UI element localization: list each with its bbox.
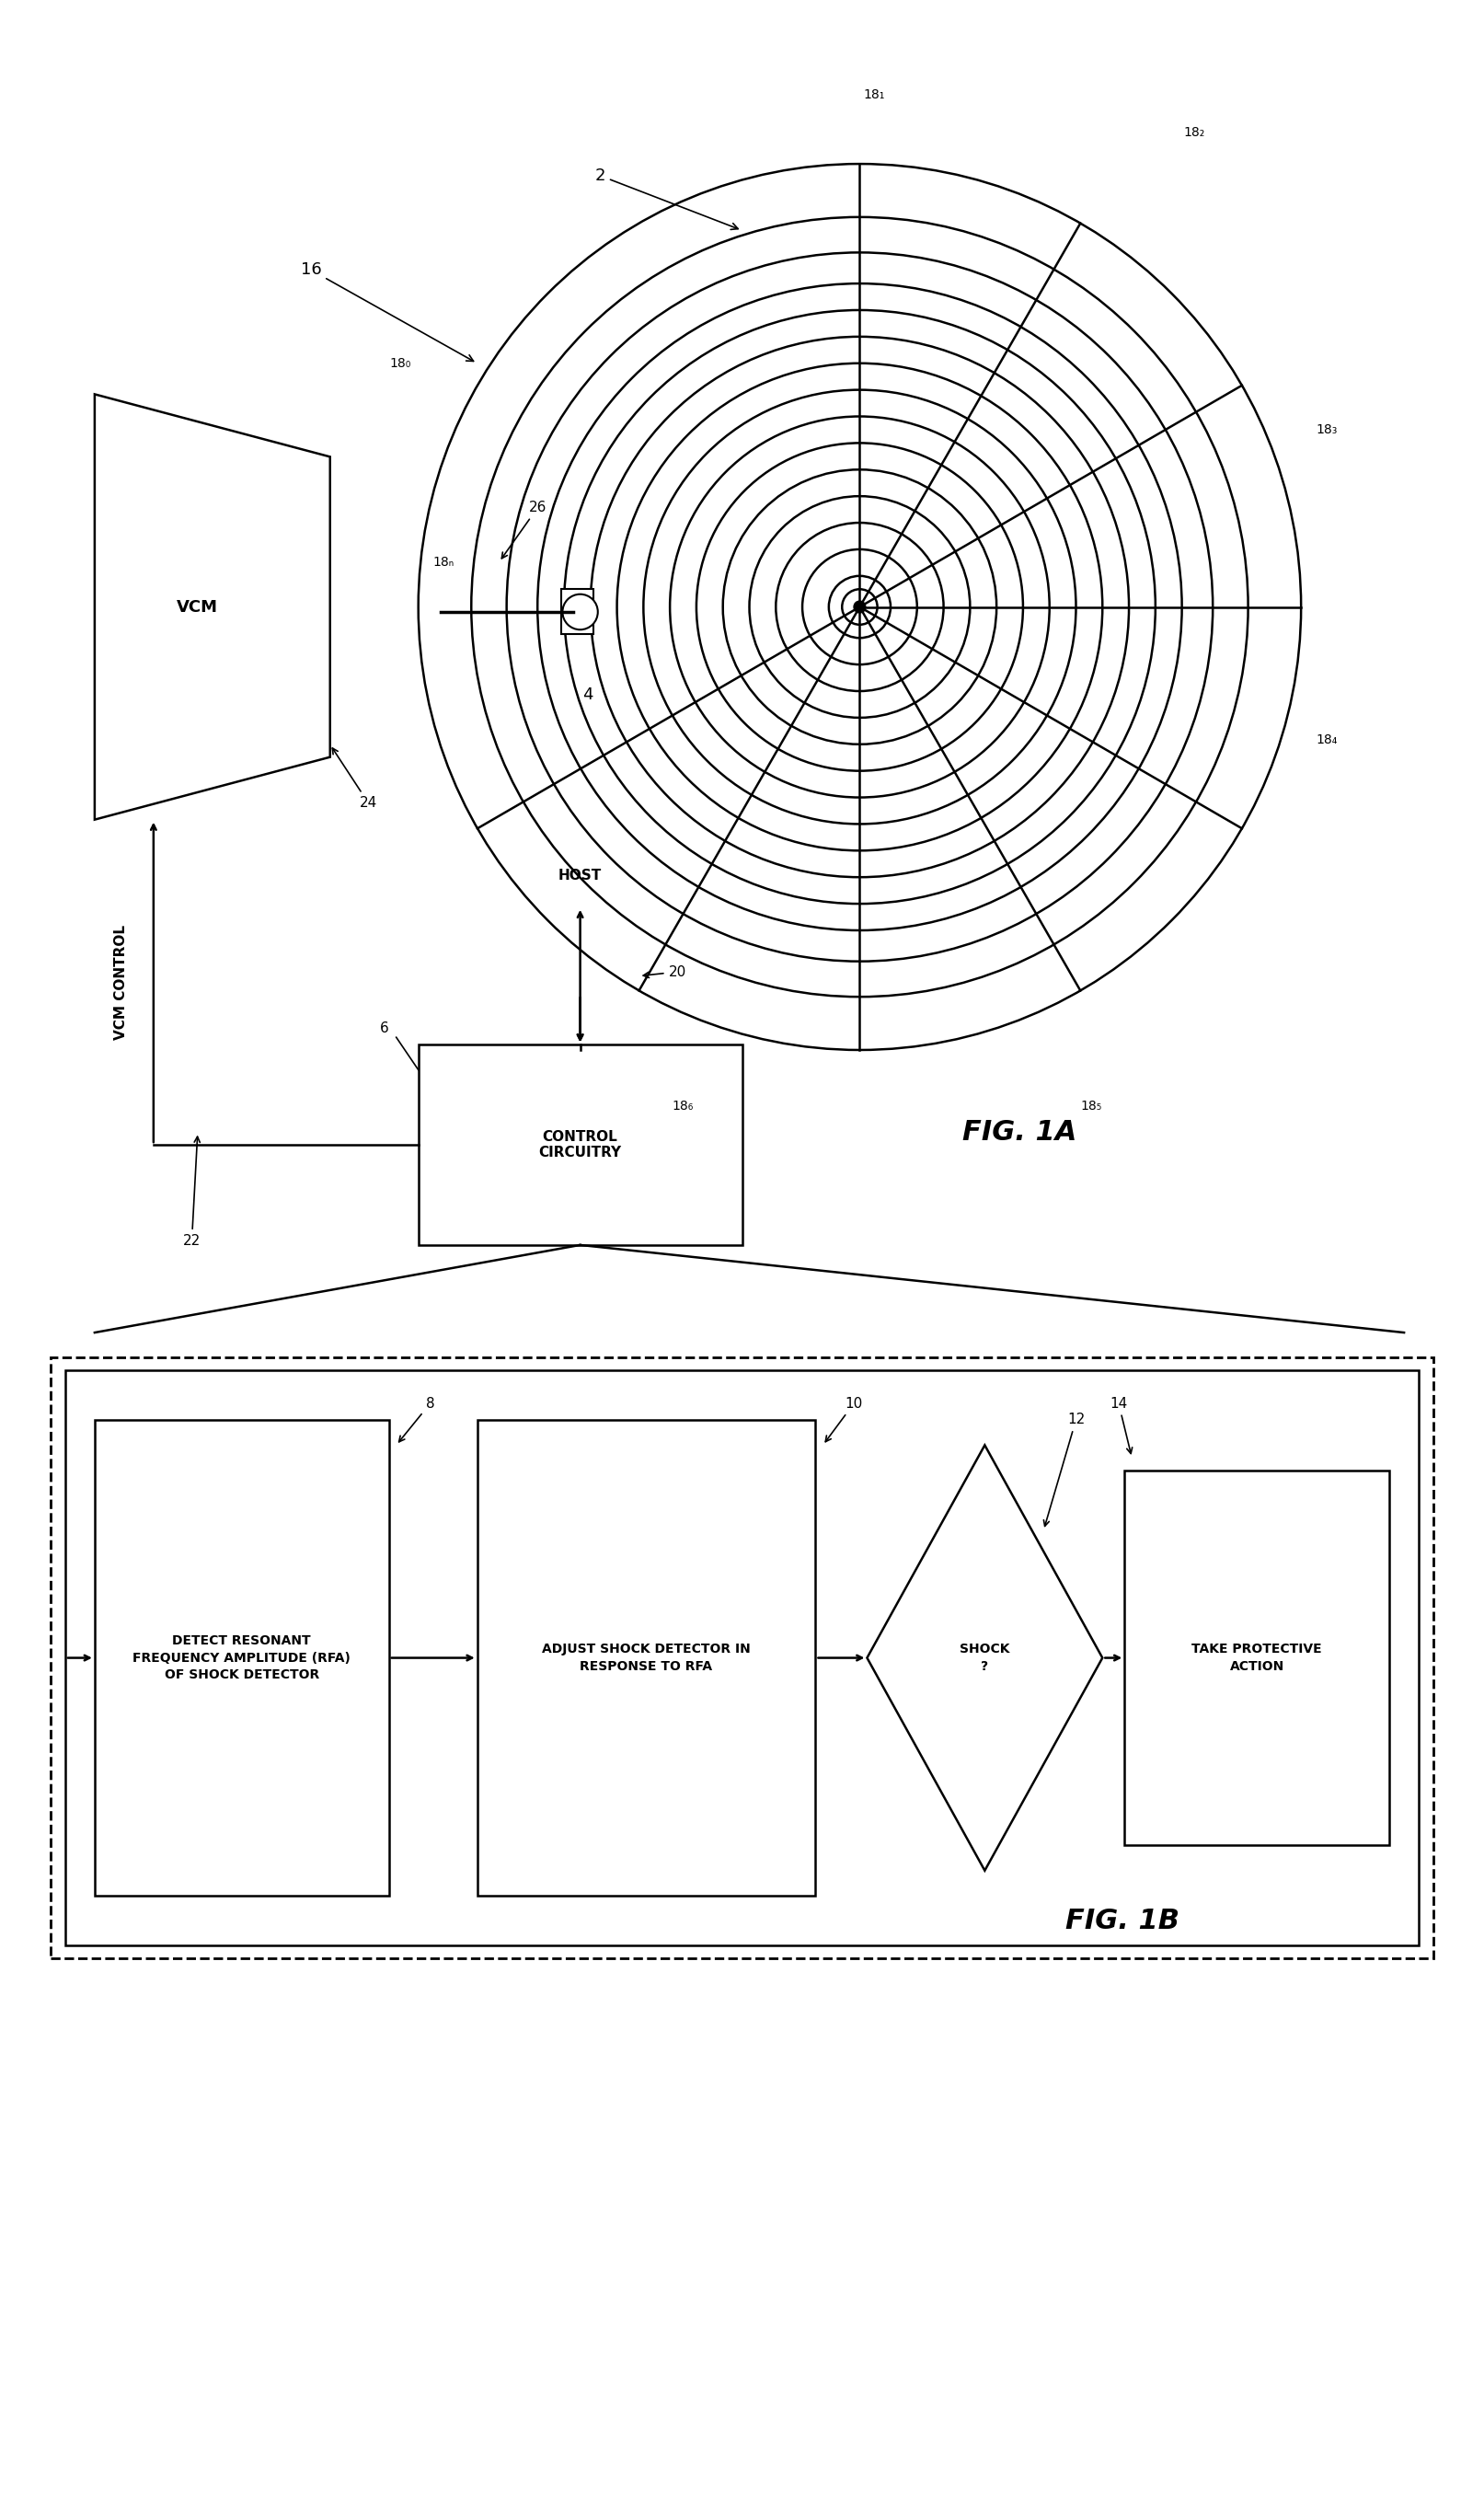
Text: 18₆: 18₆: [672, 1099, 695, 1114]
Text: FIG. 1A: FIG. 1A: [963, 1119, 1077, 1147]
Text: CONTROL
CIRCUITRY: CONTROL CIRCUITRY: [539, 1129, 622, 1159]
FancyBboxPatch shape: [95, 1421, 389, 1896]
Text: 10: 10: [825, 1396, 862, 1441]
Text: VCM: VCM: [177, 599, 218, 616]
FancyBboxPatch shape: [478, 1421, 816, 1896]
Text: 8: 8: [399, 1396, 435, 1441]
FancyBboxPatch shape: [418, 1044, 742, 1245]
Text: TAKE PROTECTIVE
ACTION: TAKE PROTECTIVE ACTION: [1192, 1642, 1322, 1672]
Text: 14: 14: [1110, 1396, 1132, 1454]
Text: 24: 24: [332, 747, 377, 810]
FancyBboxPatch shape: [1125, 1471, 1389, 1846]
Text: 16: 16: [301, 262, 473, 362]
Text: SHOCK
?: SHOCK ?: [960, 1642, 1009, 1672]
Ellipse shape: [562, 594, 598, 629]
Text: 18₃: 18₃: [1316, 423, 1337, 435]
Ellipse shape: [853, 601, 865, 614]
Text: 26: 26: [502, 500, 546, 558]
Ellipse shape: [841, 589, 877, 624]
Text: 18₂: 18₂: [1183, 126, 1205, 138]
Text: 12: 12: [1043, 1413, 1085, 1527]
Text: 2: 2: [595, 169, 738, 229]
Polygon shape: [867, 1446, 1103, 1871]
Text: VCM CONTROL: VCM CONTROL: [114, 926, 128, 1039]
Text: 18₁: 18₁: [864, 88, 884, 101]
Text: 4: 4: [582, 687, 592, 704]
Text: 18₄: 18₄: [1316, 734, 1337, 747]
Polygon shape: [95, 395, 329, 820]
Text: 18ₙ: 18ₙ: [433, 556, 454, 568]
FancyBboxPatch shape: [561, 589, 594, 634]
Text: 18₀: 18₀: [390, 357, 411, 370]
Text: DETECT RESONANT
FREQUENCY AMPLITUDE (RFA)
OF SHOCK DETECTOR: DETECT RESONANT FREQUENCY AMPLITUDE (RFA…: [134, 1635, 350, 1680]
Text: ADJUST SHOCK DETECTOR IN
RESPONSE TO RFA: ADJUST SHOCK DETECTOR IN RESPONSE TO RFA: [542, 1642, 751, 1672]
Text: 20: 20: [643, 966, 686, 978]
Text: 18₅: 18₅: [1080, 1099, 1101, 1114]
Text: 6: 6: [380, 1021, 389, 1036]
Text: 22: 22: [183, 1137, 200, 1247]
Text: FIG. 1B: FIG. 1B: [1066, 1906, 1180, 1934]
Text: HOST: HOST: [558, 868, 603, 883]
